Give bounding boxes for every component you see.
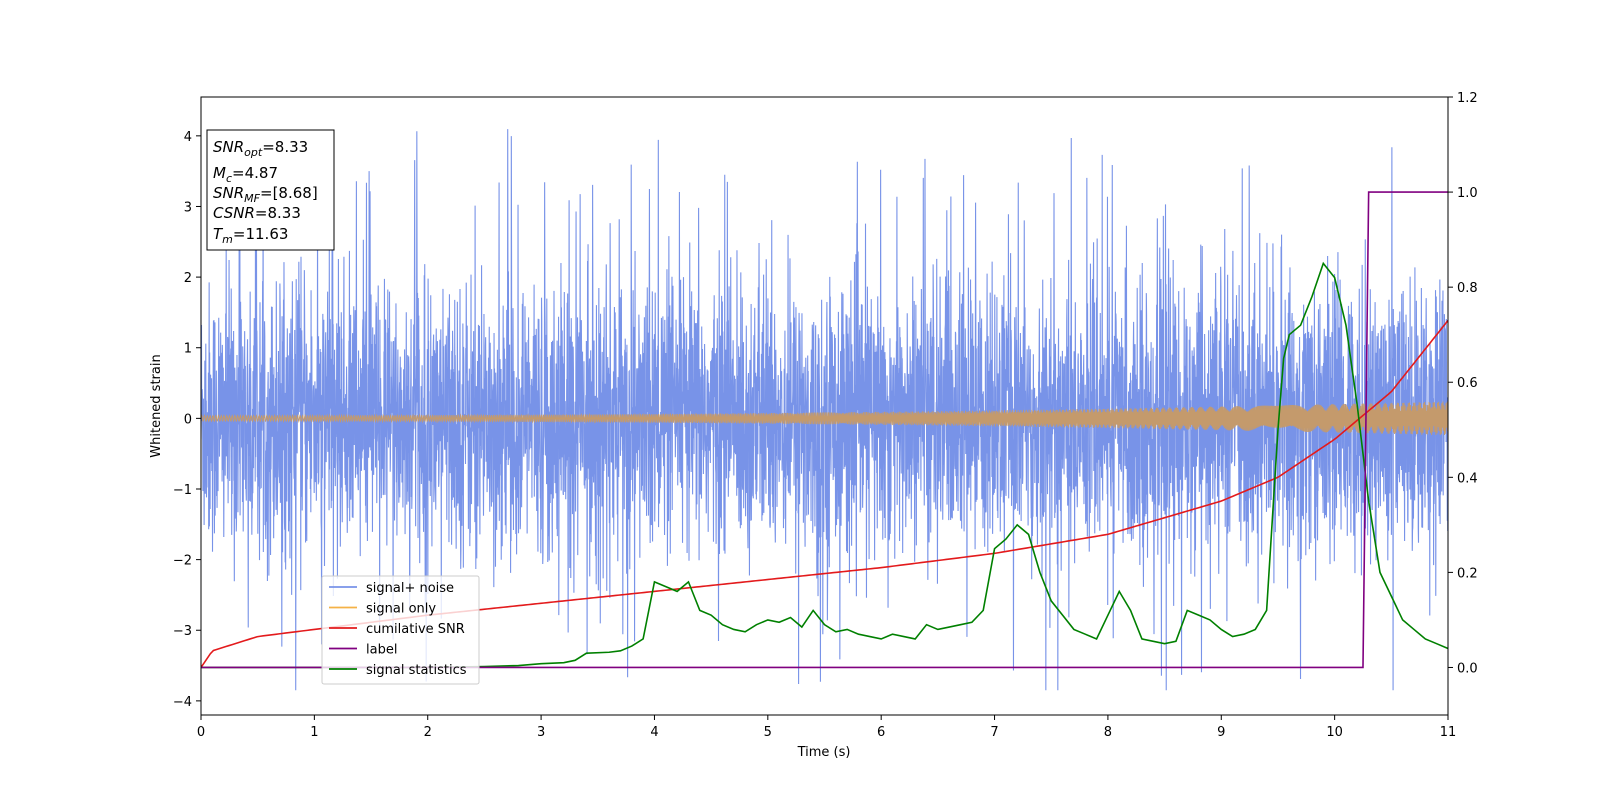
x-tick-label: 0 [197, 725, 205, 740]
legend-label: label [366, 643, 397, 658]
y-left-tick-label: 0 [184, 412, 192, 427]
y-left-tick-label: −2 [173, 554, 192, 569]
x-tick-label: 11 [1440, 725, 1457, 740]
legend-label: cumilative SNR [366, 622, 465, 637]
series-signal-noise [201, 129, 1448, 691]
y-left-tick-label: 4 [184, 130, 192, 145]
legend-label: signal only [366, 602, 436, 617]
y-right-tick-label: 0.8 [1457, 281, 1478, 296]
annotation-tm: Tm=11.63 [213, 225, 288, 246]
y-right-tick-label: 1.0 [1457, 186, 1478, 201]
y-axis-right: 0.0 0.2 0.4 0.6 0.8 1.0 1.2 [1448, 91, 1478, 676]
legend: signal+ noise signal only cumilative SNR la… [321, 575, 480, 685]
x-tick-label: 5 [764, 725, 772, 740]
y-right-tick-label: 1.2 [1457, 91, 1478, 106]
y-right-tick-label: 0.4 [1457, 471, 1478, 486]
y-axis-label: Whitened strain [149, 354, 164, 457]
x-tick-label: 9 [1217, 725, 1225, 740]
x-tick-label: 8 [1104, 725, 1112, 740]
y-right-tick-label: 0.6 [1457, 376, 1478, 391]
y-left-tick-label: −3 [173, 624, 192, 639]
y-left-tick-label: −4 [173, 695, 192, 710]
x-tick-label: 3 [537, 725, 545, 740]
x-tick-label: 4 [650, 725, 658, 740]
series-signal-only [201, 401, 1448, 435]
y-axis-left: −4 −3 −2 −1 0 1 2 3 4 [173, 130, 201, 710]
legend-entries: signal+ noise signal only cumilative SNR la… [329, 581, 467, 678]
series-label [201, 191, 1448, 669]
annotation-snr-opt: SNRopt=8.33 [213, 138, 308, 159]
x-tick-label: 1 [310, 725, 318, 740]
y-left-tick-label: −1 [173, 483, 192, 498]
annotation-csnr: CSNR=8.33 [213, 204, 301, 222]
legend-frame [321, 575, 480, 685]
annotation-mc: Mc=4.87 [213, 164, 278, 185]
x-tick-label: 2 [424, 725, 432, 740]
y-left-tick-label: 2 [184, 271, 192, 286]
y-right-tick-label: 0.2 [1457, 566, 1478, 581]
x-tick-label: 6 [877, 725, 885, 740]
annotation-frame [206, 129, 335, 251]
plot-frame [200, 96, 1449, 716]
annotation-box: SNRopt=8.33 Mc=4.87 SNRMF=[8.68] CSNR=8.… [206, 129, 335, 251]
x-tick-label: 7 [990, 725, 998, 740]
legend-label: signal+ noise [366, 581, 454, 596]
y-left-tick-label: 3 [184, 200, 192, 215]
x-axis: 0 1 2 3 4 5 6 7 8 9 10 11 [197, 715, 1456, 740]
y-left-tick-label: 1 [184, 342, 192, 357]
y-right-tick-label: 0.0 [1457, 661, 1478, 676]
legend-label: signal statistics [366, 663, 467, 678]
x-axis-label: Time (s) [797, 745, 851, 760]
series-signal-statistics [201, 261, 1448, 669]
annotation-snr-mf: SNRMF=[8.68] [213, 184, 318, 205]
x-tick-label: 10 [1326, 725, 1343, 740]
